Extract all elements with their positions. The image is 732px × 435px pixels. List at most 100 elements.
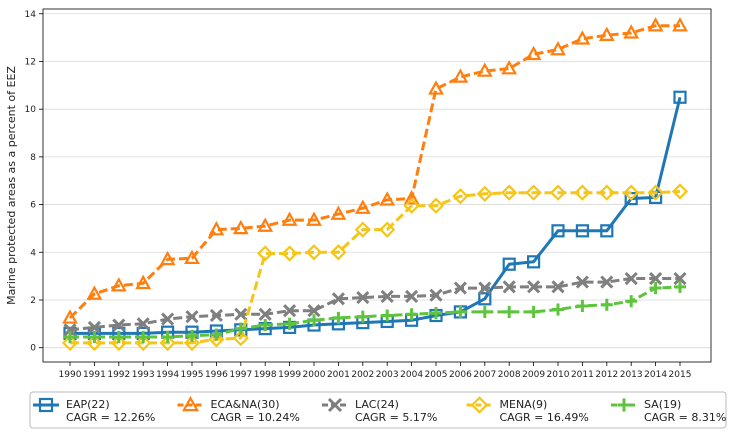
diamond-icon (403, 197, 420, 214)
series-group (61, 17, 689, 352)
x-icon (600, 275, 614, 289)
triangle-icon (403, 190, 420, 205)
legend-label: EAP(22) (66, 398, 110, 411)
diamond-icon (501, 184, 518, 201)
diamond-icon (379, 221, 396, 238)
legend-entry: MENA(9)CAGR = 16.49% (466, 396, 589, 424)
x-icon (307, 304, 321, 318)
diamond-icon (208, 331, 225, 348)
diamond-icon (354, 221, 371, 238)
series-3 (61, 183, 689, 352)
square-icon (575, 224, 590, 238)
y-tick-label: 8 (30, 153, 36, 163)
diamond-icon (183, 334, 201, 352)
x-tick-label: 1992 (107, 370, 130, 380)
x-tick-label: 1996 (205, 370, 228, 380)
x-tick-label: 2008 (498, 370, 521, 380)
plus-icon (576, 299, 589, 312)
x-tick-label: 2009 (522, 370, 545, 380)
square-icon (551, 224, 565, 238)
plus-icon (161, 330, 174, 344)
y-tick-label: 12 (25, 57, 36, 67)
diamond-icon (549, 184, 567, 201)
x-tick-label: 2010 (547, 370, 570, 380)
diamond-icon (305, 244, 323, 261)
diamond-icon (525, 184, 542, 201)
plus-icon (88, 330, 101, 344)
diamond-icon (257, 245, 274, 262)
diamond-icon (330, 244, 347, 261)
x-icon (356, 291, 370, 305)
y-axis-ticks: 0 2 4 6 8 10 12 14 (25, 10, 43, 354)
plus-icon (332, 311, 345, 324)
x-tick-label: 2005 (425, 370, 448, 380)
diamond-icon (159, 334, 176, 352)
series-line (70, 96, 682, 335)
x-tick-label: 2015 (669, 370, 692, 380)
diamond-icon (61, 334, 79, 352)
triangle-icon (330, 205, 347, 220)
y-axis-label: Marine protected areas as a percent of E… (5, 66, 18, 305)
x-icon (283, 304, 297, 318)
plus-icon (356, 310, 369, 323)
gridlines (43, 13, 711, 349)
plus-icon (527, 305, 540, 318)
plus-icon (405, 308, 418, 321)
legend-entry: EAP(22)CAGR = 12.26% (33, 397, 155, 424)
diamond-icon (598, 184, 615, 201)
triangle-icon (135, 274, 152, 290)
y-tick-label: 4 (30, 248, 36, 258)
series-line (69, 277, 680, 332)
legend-label: SA(19) (644, 398, 681, 411)
x-icon (527, 280, 541, 294)
triangle-icon (501, 60, 518, 75)
x-tick-label: 2003 (376, 370, 399, 380)
plus-icon (625, 295, 638, 308)
x-tick-label: 2004 (400, 370, 423, 380)
legend-entry: ECA&NA(30)CAGR = 10.24% (177, 395, 300, 424)
diamond-icon (86, 334, 103, 352)
x-tick-label: 2012 (595, 370, 618, 380)
x-icon (185, 310, 199, 324)
plus-icon (551, 303, 565, 316)
x-tick-label: 2006 (449, 370, 472, 380)
legend-cagr: CAGR = 8.31% (644, 411, 726, 424)
diamond-icon (574, 184, 591, 201)
triangle-icon (647, 17, 664, 32)
y-tick-label: 14 (25, 10, 37, 20)
series-line (70, 190, 681, 345)
legend-cagr: CAGR = 5.17% (355, 411, 437, 424)
triangle-icon (672, 17, 688, 32)
legend-label: LAC(24) (355, 398, 399, 411)
x-tick-label: 1994 (156, 370, 179, 380)
x-axis-ticks: 1990 1991 1992 1993 1994 1995 1996 1997 1998 1999… (59, 362, 692, 380)
triangle-icon (428, 80, 444, 95)
x-tick-label: 2013 (620, 370, 643, 380)
x-tick-label: 1990 (59, 370, 82, 380)
plus-icon (259, 318, 272, 332)
triangle-icon (257, 217, 274, 232)
x-tick-label: 2014 (644, 370, 667, 380)
legend-cagr: CAGR = 10.24% (211, 411, 300, 424)
diamond-icon (671, 183, 689, 200)
legend-label: MENA(9) (500, 398, 548, 411)
triangle-icon (208, 221, 225, 236)
x-icon (161, 312, 175, 326)
x-icon (429, 288, 443, 302)
plus-icon (210, 328, 223, 341)
x-tick-label: 2000 (303, 370, 326, 380)
triangle-icon (379, 191, 396, 206)
square-icon (673, 90, 687, 104)
plus-icon (185, 329, 199, 342)
plus-icon (600, 298, 613, 311)
legend-box (29, 391, 727, 429)
x-icon (63, 323, 77, 337)
triangle-icon (550, 40, 566, 56)
x-tick-label: 1993 (132, 370, 155, 380)
diamond-icon (452, 188, 469, 205)
diamond-icon (135, 334, 152, 352)
plus-icon (454, 305, 467, 318)
legend-label: ECA&NA(30) (211, 398, 280, 411)
series-1 (62, 17, 688, 324)
